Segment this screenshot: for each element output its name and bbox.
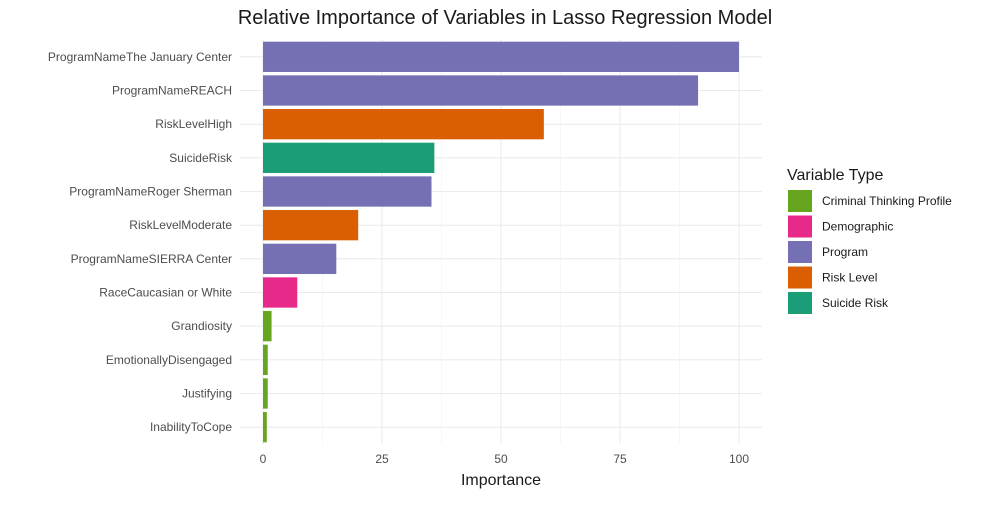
- legend-key-suicide-risk: [788, 292, 812, 314]
- legend-label-program: Program: [822, 245, 868, 259]
- y-tick-label-programnameroger-sherman: ProgramNameRoger Sherman: [69, 185, 232, 199]
- y-tick-label-inabilitytocope: InabilityToCope: [150, 420, 232, 434]
- bar-programnamesierra-center: [263, 243, 337, 274]
- x-axis-title: Importance: [461, 472, 541, 489]
- bar-programnamereach: [263, 75, 699, 106]
- x-tick-label-100: 100: [729, 452, 749, 466]
- y-tick-label-justifying: Justifying: [182, 387, 232, 401]
- y-tick-label-programnamereach: ProgramNameREACH: [112, 84, 232, 98]
- chart-title: Relative Importance of Variables in Lass…: [238, 7, 772, 29]
- y-tick-label-programnamesierra-center: ProgramNameSIERRA Center: [71, 252, 232, 266]
- x-tick-label-75: 75: [613, 452, 627, 466]
- x-tick-label-50: 50: [494, 452, 508, 466]
- bar-risklevelhigh: [263, 109, 544, 140]
- bar-racecaucasian-or-white: [263, 277, 298, 308]
- x-tick-labels: 0 25 50 75 100: [260, 452, 750, 466]
- legend-label-suicide-risk: Suicide Risk: [822, 296, 889, 310]
- bar-inabilitytocope: [263, 412, 267, 443]
- y-tick-label-risklevelmoderate: RiskLevelModerate: [129, 218, 232, 232]
- legend-key-program: [788, 241, 812, 263]
- bar-emotionallydisengaged: [263, 344, 268, 375]
- y-tick-labels: ProgramNameThe January Center ProgramName…: [48, 50, 233, 434]
- bar-suiciderisk: [263, 142, 435, 173]
- y-tick-label-programnamethe-january-center: ProgramNameThe January Center: [48, 50, 232, 64]
- legend-key-risk-level: [788, 266, 812, 289]
- y-tick-label-emotionallydisengaged: EmotionallyDisengaged: [106, 353, 232, 367]
- bars: [263, 41, 739, 443]
- legend-title: Variable Type: [787, 167, 883, 184]
- y-tick-label-suiciderisk: SuicideRisk: [169, 151, 233, 165]
- bar-programnamethe-january-center: [263, 41, 739, 72]
- bar-risklevelmoderate: [263, 210, 359, 241]
- legend-label-risk-level: Risk Level: [822, 271, 877, 285]
- legend-label-demographic: Demographic: [822, 220, 893, 234]
- legend-key-demographic: [788, 215, 812, 238]
- legend-label-criminal-thinking-profile: Criminal Thinking Profile: [822, 194, 952, 208]
- y-tick-label-racecaucasian-or-white: RaceCaucasian or White: [99, 286, 232, 300]
- bar-programnameroger-sherman: [263, 176, 432, 207]
- legend: Variable Type Criminal Thinking Profile D…: [787, 167, 952, 314]
- x-tick-label-0: 0: [260, 452, 267, 466]
- y-tick-label-grandiosity: Grandiosity: [171, 319, 232, 333]
- x-tick-label-25: 25: [375, 452, 389, 466]
- bar-justifying: [263, 378, 268, 409]
- y-tick-label-risklevelhigh: RiskLevelHigh: [155, 117, 232, 131]
- legend-key-criminal-thinking-profile: [788, 190, 812, 212]
- bar-grandiosity: [263, 311, 272, 342]
